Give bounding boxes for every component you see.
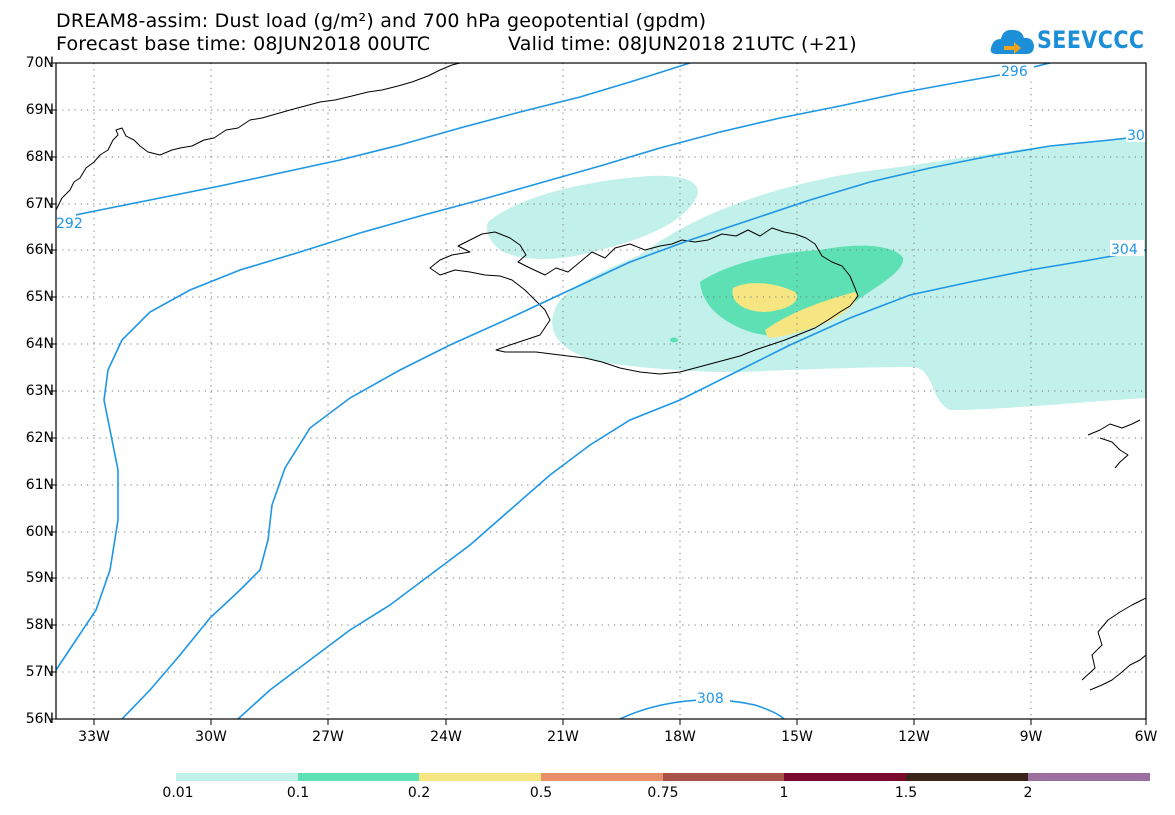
lon-label: 15W — [781, 729, 813, 745]
lon-label: 27W — [312, 729, 344, 745]
colorbar-label: 0.1 — [286, 785, 310, 801]
dust-area-medium — [700, 245, 904, 336]
forecast-base-time: Forecast base time: 08JUN2018 00UTC — [56, 33, 431, 55]
colorbar-segment — [419, 773, 541, 781]
map-title: DREAM8-assim: Dust load (g/m²) and 700 h… — [56, 10, 707, 32]
lon-label: 6W — [1134, 729, 1158, 745]
valid-time: Valid time: 08JUN2018 21UTC (+21) — [508, 33, 857, 55]
axis-ticks — [50, 62, 1147, 725]
contour-label: 296 — [1001, 64, 1028, 80]
lon-label: 30W — [195, 729, 227, 745]
dust-area-light-patch-1 — [563, 316, 610, 332]
coastlines — [56, 63, 1146, 691]
lat-label: 65N — [25, 289, 54, 305]
contour-300 — [121, 135, 1146, 719]
lon-label: 12W — [898, 729, 930, 745]
lon-label: 21W — [547, 729, 579, 745]
lat-label: 66N — [25, 242, 54, 258]
colorbar-segment — [298, 773, 419, 781]
iceland-coastline — [429, 227, 859, 375]
contour-label: 292 — [56, 216, 83, 232]
cloud-logo-icon — [990, 29, 1034, 54]
colorbar-segment — [906, 773, 1028, 781]
colorbar-label: 0.5 — [529, 785, 553, 801]
lat-label: 57N — [25, 664, 54, 680]
colorbar-label: 2 — [1023, 785, 1033, 801]
colorbar-segment — [176, 773, 298, 781]
lat-label: 58N — [25, 617, 54, 633]
contour-labels: 296 30 292 304 308 — [56, 62, 1146, 707]
contour-308 — [619, 699, 785, 719]
logo-text: SEEVCCC — [1037, 26, 1145, 54]
lat-label: 56N — [25, 711, 54, 727]
contour-label: 304 — [1111, 242, 1138, 258]
dust-fill-layer — [486, 138, 1146, 410]
contour-label: 308 — [697, 691, 724, 707]
lat-label: 62N — [25, 430, 54, 446]
lon-label: 24W — [430, 729, 462, 745]
colorbar-segment — [541, 773, 663, 781]
lat-label: 60N — [25, 524, 54, 540]
dust-area-light-patch-2 — [630, 303, 663, 319]
dust-area-medium-dot — [670, 337, 678, 343]
greenland-coastline — [56, 63, 461, 211]
lat-label: 69N — [25, 102, 54, 118]
map-subtitle: Forecast base time: 08JUN2018 00UTC Valid… — [56, 33, 857, 55]
contour-304 — [237, 249, 1146, 719]
scotland-coastline — [1081, 597, 1146, 691]
lat-label: 63N — [25, 383, 54, 399]
colorbar-label: 1 — [779, 785, 789, 801]
dust-area-high-1 — [732, 283, 797, 312]
colorbar-segment — [663, 773, 784, 781]
contour-296 — [56, 63, 1051, 671]
lat-label: 61N — [25, 477, 54, 493]
lat-label: 68N — [25, 149, 54, 165]
dust-area-light-north — [486, 175, 698, 259]
colorbar-label: 0.01 — [162, 785, 194, 801]
colorbar-segment — [1028, 773, 1150, 781]
colorbar-label: 1.5 — [894, 785, 918, 801]
faroe-coastline — [1087, 419, 1141, 469]
contour-label: 30 — [1127, 128, 1145, 144]
lat-label: 64N — [25, 336, 54, 352]
lat-label: 59N — [25, 570, 54, 586]
lon-label: 18W — [664, 729, 696, 745]
contour-292 — [56, 63, 691, 220]
colorbar-label: 0.75 — [647, 785, 679, 801]
lat-label: 70N — [25, 55, 54, 71]
dust-area-high-2 — [765, 292, 858, 338]
colorbar-label: 0.2 — [407, 785, 431, 801]
lon-label: 33W — [78, 729, 110, 745]
lon-label: 9W — [1019, 729, 1043, 745]
colorbar-segment — [784, 773, 906, 781]
geopotential-contours — [56, 63, 1146, 719]
lat-label: 67N — [25, 196, 54, 212]
colorbar — [176, 773, 1150, 781]
